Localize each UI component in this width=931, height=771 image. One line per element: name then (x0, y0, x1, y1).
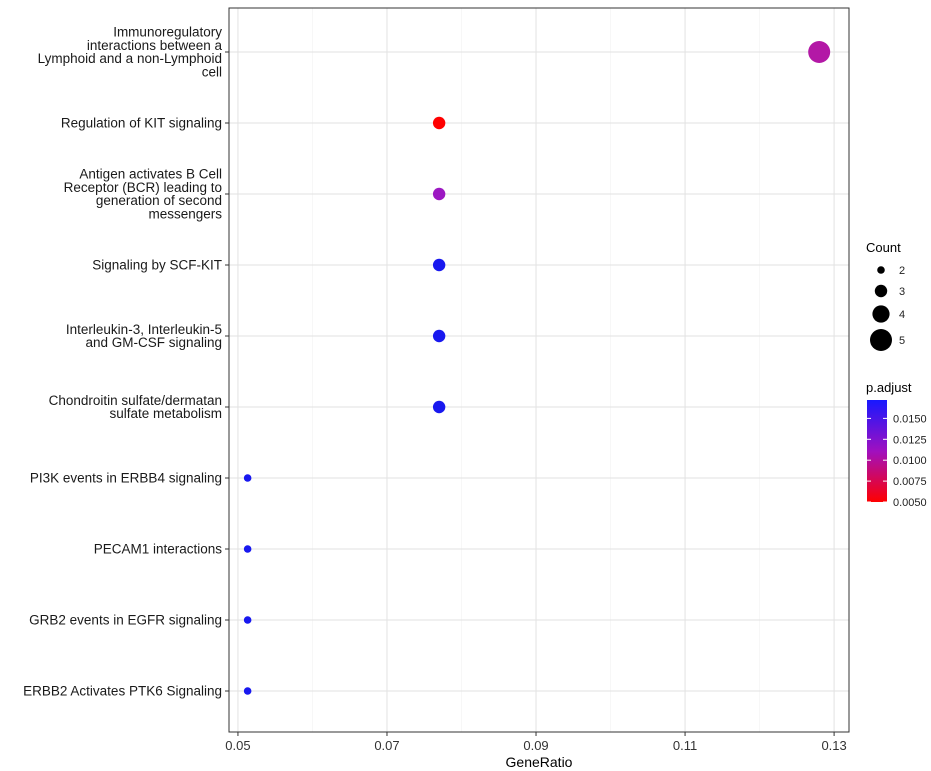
data-point (432, 258, 446, 272)
grid-layer (229, 8, 849, 732)
count-legend-dot (872, 305, 890, 323)
points-layer (243, 41, 831, 695)
y-axis-category-label: PECAM1 interactions (94, 542, 223, 557)
data-point (432, 329, 446, 343)
count-legend: Count 2 3 4 5 (866, 240, 905, 351)
count-legend-dot (870, 329, 892, 351)
colorbar-label: 0.0050 (893, 497, 927, 509)
x-axis-title: GeneRatio (506, 754, 573, 770)
data-point (243, 687, 252, 695)
data-point (432, 400, 446, 414)
count-legend-dot (874, 284, 888, 298)
colorbar-label: 0.0125 (893, 434, 927, 446)
y-axis-category-label: Regulation of KIT signaling (61, 116, 222, 131)
y-axis-category-label: Interleukin-3, Interleukin-5 and GM-CSF s… (66, 322, 222, 350)
data-point (243, 545, 252, 553)
x-axis-tick-label: 0.09 (523, 738, 548, 753)
y-axis-category-label: PI3K events in ERBB4 signaling (30, 471, 222, 486)
data-point (808, 41, 831, 63)
y-axis-category-label: Signaling by SCF-KIT (92, 258, 222, 273)
plot-panel-border (228, 7, 850, 733)
padjust-legend: p.adjust 0.0150 0.0125 0.0100 0.0075 0.0050 (866, 380, 927, 509)
x-axis-ticks: 0.05 0.07 0.09 0.11 0.13 (225, 732, 847, 753)
data-point (243, 616, 252, 624)
colorbar-label: 0.0150 (893, 413, 927, 425)
padjust-colorbar (867, 400, 887, 502)
y-axis-category-label: GRB2 events in EGFR signaling (29, 613, 222, 628)
y-axis-category-label: Chondroitin sulfate/dermatan sulfate meta… (49, 393, 222, 421)
count-legend-dot (877, 266, 885, 274)
data-point (243, 474, 252, 482)
y-axis-category-label: ERBB2 Activates PTK6 Signaling (23, 684, 222, 699)
count-legend-title: Count (866, 240, 901, 255)
y-axis-labels: Immunoregulatory interactions between a Ly… (23, 25, 229, 699)
count-legend-label: 2 (899, 265, 905, 277)
x-axis-tick-label: 0.07 (374, 738, 399, 753)
x-axis-tick-label: 0.11 (673, 738, 697, 753)
y-axis-category-label: Immunoregulatory interactions between a Ly… (38, 25, 223, 80)
y-axis-category-label: Antigen activates B Cell Receptor (BCR) l… (64, 167, 223, 222)
x-axis-tick-label: 0.13 (821, 738, 846, 753)
colorbar-label: 0.0100 (893, 455, 927, 467)
count-legend-label: 5 (899, 335, 905, 347)
count-legend-label: 4 (899, 309, 905, 321)
x-axis-tick-label: 0.05 (225, 738, 250, 753)
data-point (432, 187, 446, 201)
data-point (432, 116, 446, 130)
colorbar-label: 0.0075 (893, 476, 927, 488)
count-legend-label: 3 (899, 286, 905, 298)
padjust-legend-title: p.adjust (866, 380, 912, 395)
